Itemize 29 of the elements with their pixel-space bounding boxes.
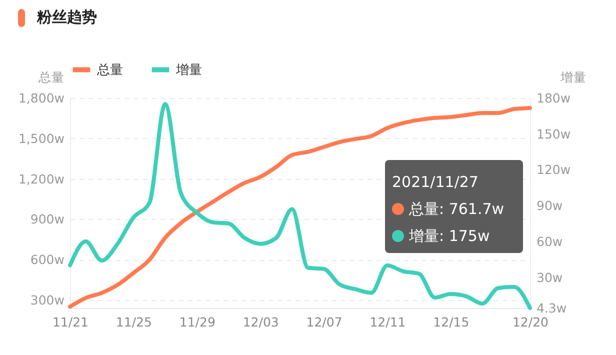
y2-tick-label: 60w: [536, 234, 563, 249]
y-tick-label: 1,800w: [18, 90, 64, 106]
x-tick-label: 12/11: [370, 314, 406, 330]
y2-axis-title: 增量: [560, 70, 586, 84]
y2-tick-label: 90w: [536, 198, 563, 214]
y-tick-label: 1,200w: [18, 171, 64, 186]
y2-tick-label: 150w: [536, 126, 571, 142]
legend-label: 总量: [96, 62, 123, 78]
chart-title: 粉丝趋势: [37, 8, 97, 27]
x-tick-label: 12/07: [306, 314, 342, 330]
annotation: 2021/11/27: [392, 172, 478, 192]
y-tick-label: 1,500w: [18, 130, 64, 146]
y-tick-label: 300w: [30, 292, 64, 308]
x-tick-label: 11/21: [52, 314, 89, 330]
y2-tick-label: 120w: [536, 162, 571, 178]
y-tick-label: 600w: [30, 252, 64, 268]
annotation: 增量: 175w: [409, 226, 490, 246]
x-tick-label: 12/03: [242, 314, 279, 330]
x-tick-label: 12/15: [433, 314, 470, 330]
annotation: 总量: 761.7w: [409, 198, 504, 220]
y2-tick-label: 180w: [536, 90, 571, 106]
x-tick-label: 11/25: [116, 314, 152, 330]
x-tick-label: 11/29: [179, 314, 216, 330]
y2-tick-label: 4.3w: [536, 300, 567, 316]
x-tick-label: 12/20: [512, 314, 549, 330]
y-axis-title: 总量: [38, 70, 64, 84]
y-tick-label: 900w: [30, 212, 64, 227]
y2-tick-label: 30w: [536, 270, 563, 285]
legend-label: 增量: [175, 62, 202, 78]
